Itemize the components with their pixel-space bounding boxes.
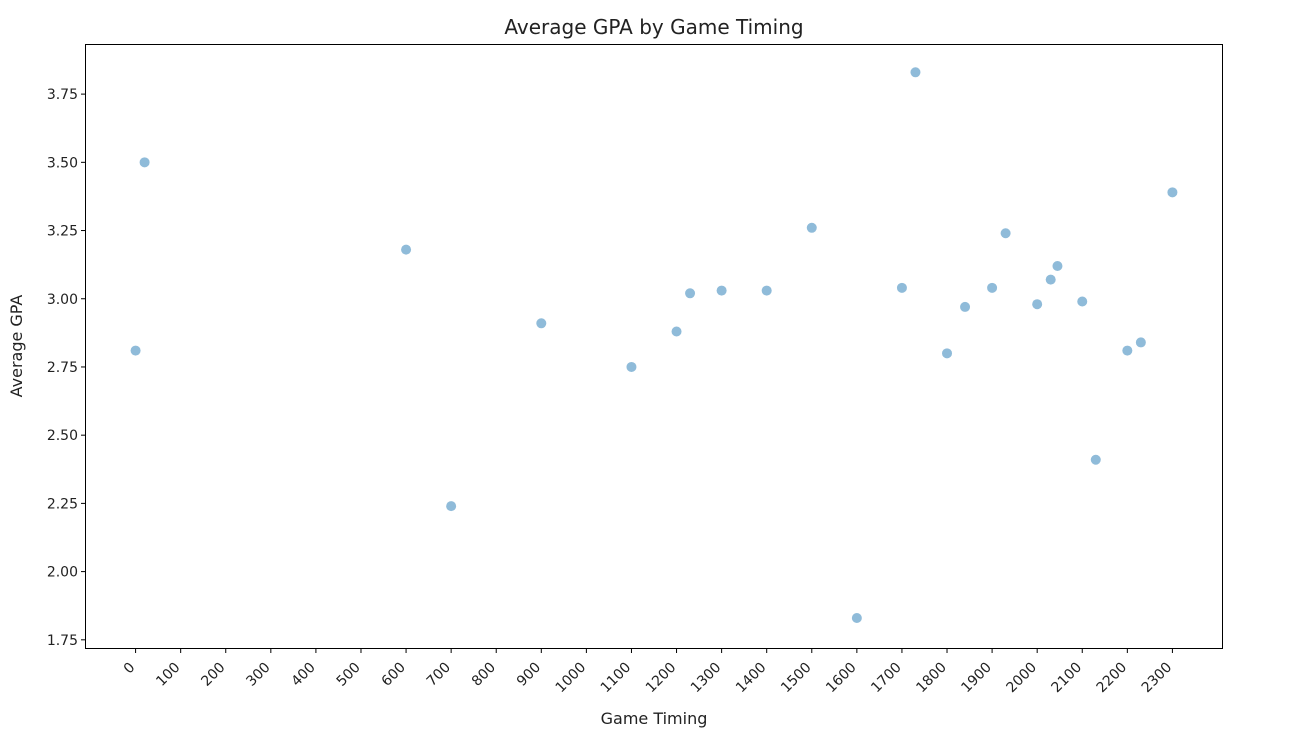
data-point bbox=[1032, 299, 1043, 310]
data-point bbox=[130, 345, 141, 356]
data-point bbox=[960, 301, 971, 312]
data-point bbox=[1135, 337, 1146, 348]
x-tick-label: 1200 bbox=[643, 660, 680, 697]
data-point bbox=[1090, 454, 1101, 465]
y-tick-label: 3.25 bbox=[47, 224, 78, 240]
x-tick-label: 700 bbox=[424, 660, 454, 690]
data-point bbox=[139, 157, 150, 168]
x-tick-label: 200 bbox=[198, 660, 228, 690]
data-point bbox=[671, 326, 682, 337]
y-tick-label: 2.25 bbox=[47, 496, 78, 512]
data-point bbox=[536, 318, 547, 329]
y-tick-label: 3.50 bbox=[47, 155, 78, 171]
x-tick-label: 2200 bbox=[1094, 660, 1131, 697]
data-point bbox=[1052, 261, 1063, 272]
x-axis-label: Game Timing bbox=[601, 709, 708, 728]
data-point bbox=[1045, 274, 1056, 285]
x-tick-label: 1700 bbox=[868, 660, 905, 697]
y-axis-label: Average GPA bbox=[7, 295, 26, 398]
x-tick-label: 0 bbox=[121, 660, 139, 678]
data-point bbox=[685, 288, 696, 299]
y-tick-label: 2.75 bbox=[47, 360, 78, 376]
data-point bbox=[1000, 228, 1011, 239]
data-point bbox=[910, 67, 921, 78]
chart-title: Average GPA by Game Timing bbox=[504, 15, 803, 39]
y-tick-label: 3.75 bbox=[47, 87, 78, 103]
x-tick-label: 1800 bbox=[913, 660, 950, 697]
y-tick-label: 2.50 bbox=[47, 428, 78, 444]
x-tick-label: 1400 bbox=[733, 660, 770, 697]
x-tick-label: 1600 bbox=[823, 660, 860, 697]
x-tick-label: 2300 bbox=[1139, 660, 1176, 697]
data-point bbox=[761, 285, 772, 296]
x-tick-label: 800 bbox=[469, 660, 499, 690]
y-tick-label: 3.00 bbox=[47, 292, 78, 308]
data-point bbox=[1077, 296, 1088, 307]
x-tick-label: 1300 bbox=[688, 660, 725, 697]
data-point bbox=[626, 361, 637, 372]
y-tick-label: 1.75 bbox=[47, 633, 78, 649]
x-tick-label: 1500 bbox=[778, 660, 815, 697]
x-tick-label: 2000 bbox=[1003, 660, 1040, 697]
x-tick-label: 300 bbox=[243, 660, 273, 690]
data-point bbox=[1167, 187, 1178, 198]
x-tick-label: 1000 bbox=[553, 660, 590, 697]
x-tick-label: 1900 bbox=[958, 660, 995, 697]
x-tick-label: 2100 bbox=[1049, 660, 1086, 697]
x-tick-label: 1100 bbox=[598, 660, 635, 697]
data-point bbox=[806, 222, 817, 233]
data-point bbox=[942, 348, 953, 359]
x-tick-label: 100 bbox=[153, 660, 183, 690]
x-tick-label: 400 bbox=[289, 660, 319, 690]
data-point bbox=[401, 244, 412, 255]
x-tick-label: 600 bbox=[379, 660, 409, 690]
data-point bbox=[987, 282, 998, 293]
points-layer bbox=[130, 67, 1178, 623]
plot-frame bbox=[85, 44, 1223, 649]
data-point bbox=[851, 612, 862, 623]
data-point bbox=[716, 285, 727, 296]
data-point bbox=[896, 282, 907, 293]
data-point bbox=[1122, 345, 1133, 356]
x-tick-label: 500 bbox=[334, 660, 364, 690]
x-tick-label: 900 bbox=[514, 660, 544, 690]
x-axis-ticks: 0 100 200 300 400 500 600 700 800 900 1000 1100 1200… bbox=[121, 648, 1175, 696]
y-axis-ticks: 1.75 2.00 2.25 2.50 2.75 3.00 3.25 3.50 3.75 bbox=[47, 87, 86, 649]
data-point bbox=[446, 501, 457, 512]
y-tick-label: 2.00 bbox=[47, 565, 78, 581]
